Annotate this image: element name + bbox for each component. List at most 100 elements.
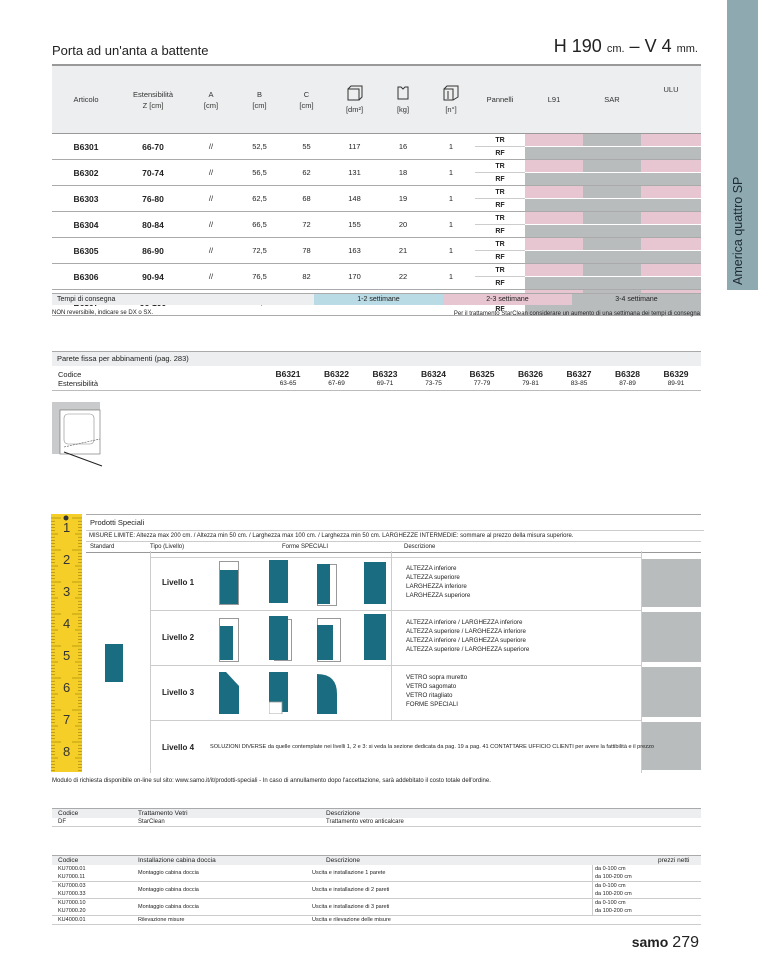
col-estensibilita: Estensibilità Z [cm] [120, 64, 186, 134]
install-code: KU4000.01 [58, 917, 86, 923]
speciali-title: Prodotti Speciali [90, 518, 145, 527]
ulu-price-cell [641, 237, 701, 251]
ruler-number: 7 [63, 712, 71, 727]
surface: 148 [330, 185, 379, 212]
installazione-table: Codice Installazione cabina doccia Descr… [52, 855, 701, 925]
parete-ext: 87-89 [619, 380, 636, 387]
parete-fissa-section: Parete fissa per abbinamenti (pag. 283) … [52, 351, 701, 391]
delivery-bar: Tempi di consegna 1-2 settimane 2-3 sett… [52, 293, 701, 305]
panel-type: TR [475, 159, 525, 173]
note-reversible: NON reversibile, indicare se DX o SX. [52, 310, 154, 316]
dim-b: 52,5 [236, 133, 283, 160]
parete-code: B6328 [614, 369, 641, 379]
shape-l2-a [220, 626, 233, 660]
col-surface: [dm²] [330, 64, 379, 134]
parete-ext: 67-69 [328, 380, 345, 387]
dim-b: 62,5 [236, 185, 283, 212]
article-code: B6305 [52, 237, 120, 264]
parete-ext: 73-75 [425, 380, 442, 387]
table-row: B6301 66-70//52,5 55 117 16 1 TR [52, 133, 701, 160]
dim-b: 66,5 [236, 211, 283, 238]
ulu-price-cell [641, 263, 701, 277]
standard-door-shape [105, 644, 123, 682]
dim-b: 72,5 [236, 237, 283, 264]
price-cell-l3 [641, 667, 701, 717]
livello-2-label: Livello 2 [162, 633, 195, 642]
livello-1-desc: ALTEZZA inferiore ALTEZZA superiore LARGHE… [406, 565, 471, 599]
sar-price-cell [583, 263, 641, 277]
ruler-number: 8 [63, 744, 71, 759]
parete-codice-label: Codice [58, 370, 82, 379]
dim-a: // [186, 237, 236, 264]
shape-l3-a [219, 672, 239, 714]
table-row: B6303 76-80//62,5 68 148 19 1 TR [52, 185, 701, 212]
livello-1-label: Livello 1 [162, 578, 195, 587]
dim-c: 55 [283, 133, 330, 160]
panel-type: TR [475, 211, 525, 225]
parete-code: B6322 [323, 369, 350, 379]
table-row: B6304 80-84//66,5 72 155 20 1 TR [52, 211, 701, 238]
panel-type: RF [475, 276, 525, 290]
col-ulu: ULU [641, 64, 701, 134]
weight: 20 [379, 211, 427, 238]
extension: 86-90 [120, 237, 186, 264]
extension: 66-70 [120, 133, 186, 160]
col-l91: L91 [525, 64, 583, 134]
shape-l2-b [269, 616, 288, 660]
ulu-price-cell [641, 224, 701, 238]
sar-price-cell [583, 172, 641, 186]
install-code: KU7000.03 [58, 883, 86, 889]
dimensions: H 190 cm. – V 4 mm. [554, 36, 698, 57]
dim-c: 68 [283, 185, 330, 212]
ulu-price-cell [641, 250, 701, 264]
page-title: Porta ad un'anta a battente [52, 43, 209, 58]
col-b: B [cm] [236, 64, 283, 134]
panel-type: TR [475, 185, 525, 199]
weight: 16 [379, 133, 427, 160]
panel-type: RF [475, 172, 525, 186]
product-table: Articolo Estensibilità Z [cm] A [cm] B [cm]… [52, 64, 701, 316]
install-desc: Uscita e installazione di 3 pareti [312, 904, 390, 910]
install-desc: Uscita e installazione di 2 pareti [312, 887, 390, 893]
col-c: C [cm] [283, 64, 330, 134]
col-panels-count: [n°] [427, 64, 475, 134]
parete-ext: 79-81 [522, 380, 539, 387]
price-cell-l1 [641, 559, 701, 607]
sar-price-cell [583, 159, 641, 173]
installazione-row: KU4000.01 Rilevazione misure Uscita e rile… [52, 916, 701, 925]
ruler-number: 1 [63, 520, 71, 535]
table-row: B6302 70-74//56,5 62 131 18 1 TR [52, 159, 701, 186]
col-a: A [cm] [186, 64, 236, 134]
panel-type: TR [475, 133, 525, 147]
dim-c: 62 [283, 159, 330, 186]
modulo-note: Modulo di richiesta disponibile on-line … [52, 778, 491, 784]
parete-code: B6324 [420, 369, 447, 379]
trattamento-table: Codice Trattamento Vetri Descrizione DF … [52, 808, 701, 827]
col-sar: SAR [583, 64, 641, 134]
install-name: Montaggio cabina doccia [138, 870, 199, 876]
surface: 163 [330, 237, 379, 264]
livello-2-desc: ALTEZZA inferiore / LARGHEZZA inferiore A… [406, 619, 530, 653]
shape-l3-b [269, 672, 288, 714]
l91-price-cell [525, 263, 583, 277]
extension: 70-74 [120, 159, 186, 186]
parete-code: B6323 [372, 369, 398, 379]
install-range: da 0-100 cm [592, 865, 643, 873]
article-code: B6302 [52, 159, 120, 186]
parete-code: B6329 [663, 369, 689, 379]
table-row: B6306 90-94//76,5 82 170 22 1 TR [52, 263, 701, 290]
surface: 131 [330, 159, 379, 186]
panel-type: TR [475, 263, 525, 277]
panel-count: 1 [427, 211, 475, 238]
delivery-3-4: 3-4 settimane [572, 294, 701, 305]
sar-price-cell [583, 211, 641, 225]
parete-ext: 77-79 [473, 380, 491, 387]
panel-count: 1 [427, 237, 475, 264]
weight: 18 [379, 159, 427, 186]
article-code: B6303 [52, 185, 120, 212]
dim-b: 56,5 [236, 159, 283, 186]
price-cell-l4 [641, 722, 701, 770]
panel-count: 1 [427, 159, 475, 186]
dim-a: // [186, 185, 236, 212]
col-articolo: Articolo [52, 64, 120, 134]
